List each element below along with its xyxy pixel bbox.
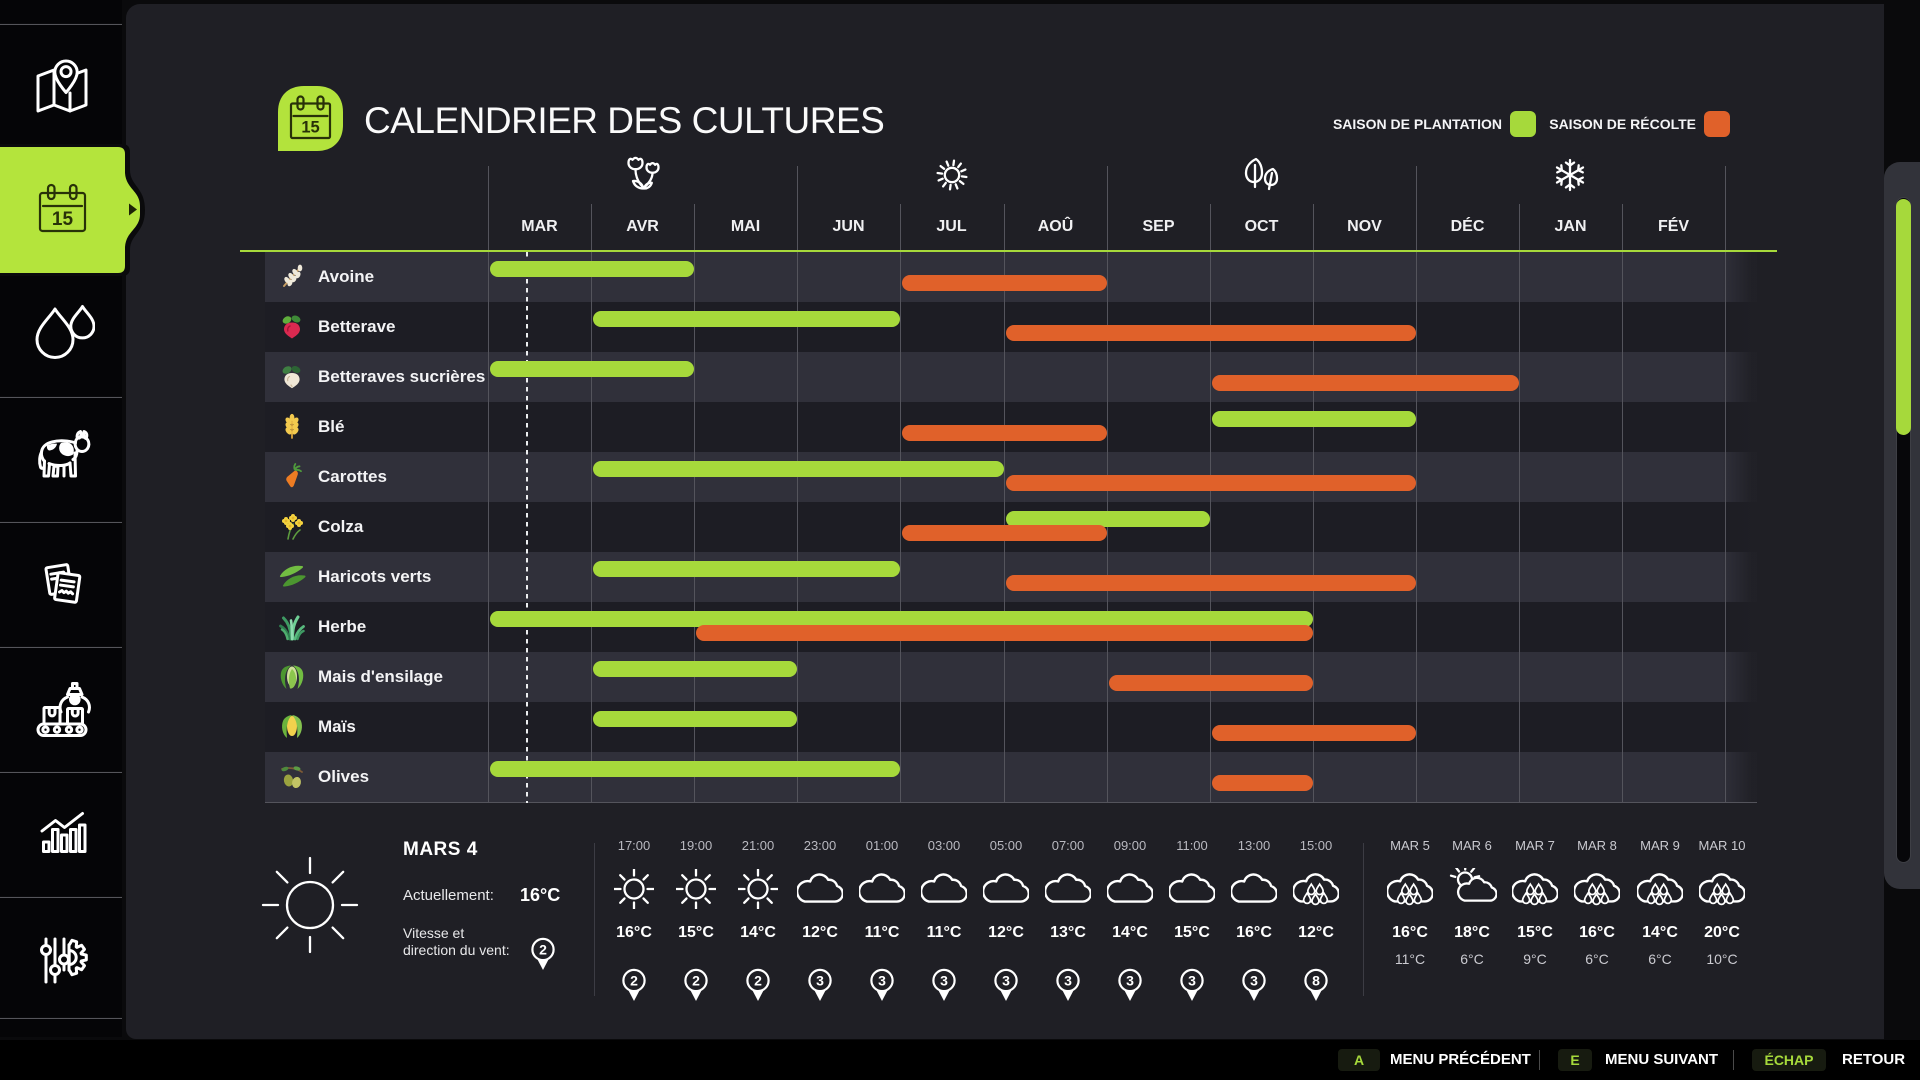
svg-text:2: 2 (539, 942, 547, 958)
svg-text:3: 3 (816, 973, 824, 989)
svg-text:3: 3 (1188, 973, 1196, 989)
svg-text:3: 3 (940, 973, 948, 989)
svg-text:2: 2 (630, 973, 638, 989)
svg-text:2: 2 (692, 973, 700, 989)
svg-text:3: 3 (1002, 973, 1010, 989)
svg-text:3: 3 (1250, 973, 1258, 989)
svg-text:2: 2 (754, 973, 762, 989)
svg-text:8: 8 (1312, 973, 1320, 989)
svg-text:15: 15 (52, 209, 74, 230)
svg-text:3: 3 (1126, 973, 1134, 989)
svg-text:3: 3 (1064, 973, 1072, 989)
svg-text:15: 15 (301, 119, 319, 137)
svg-text:3: 3 (878, 973, 886, 989)
